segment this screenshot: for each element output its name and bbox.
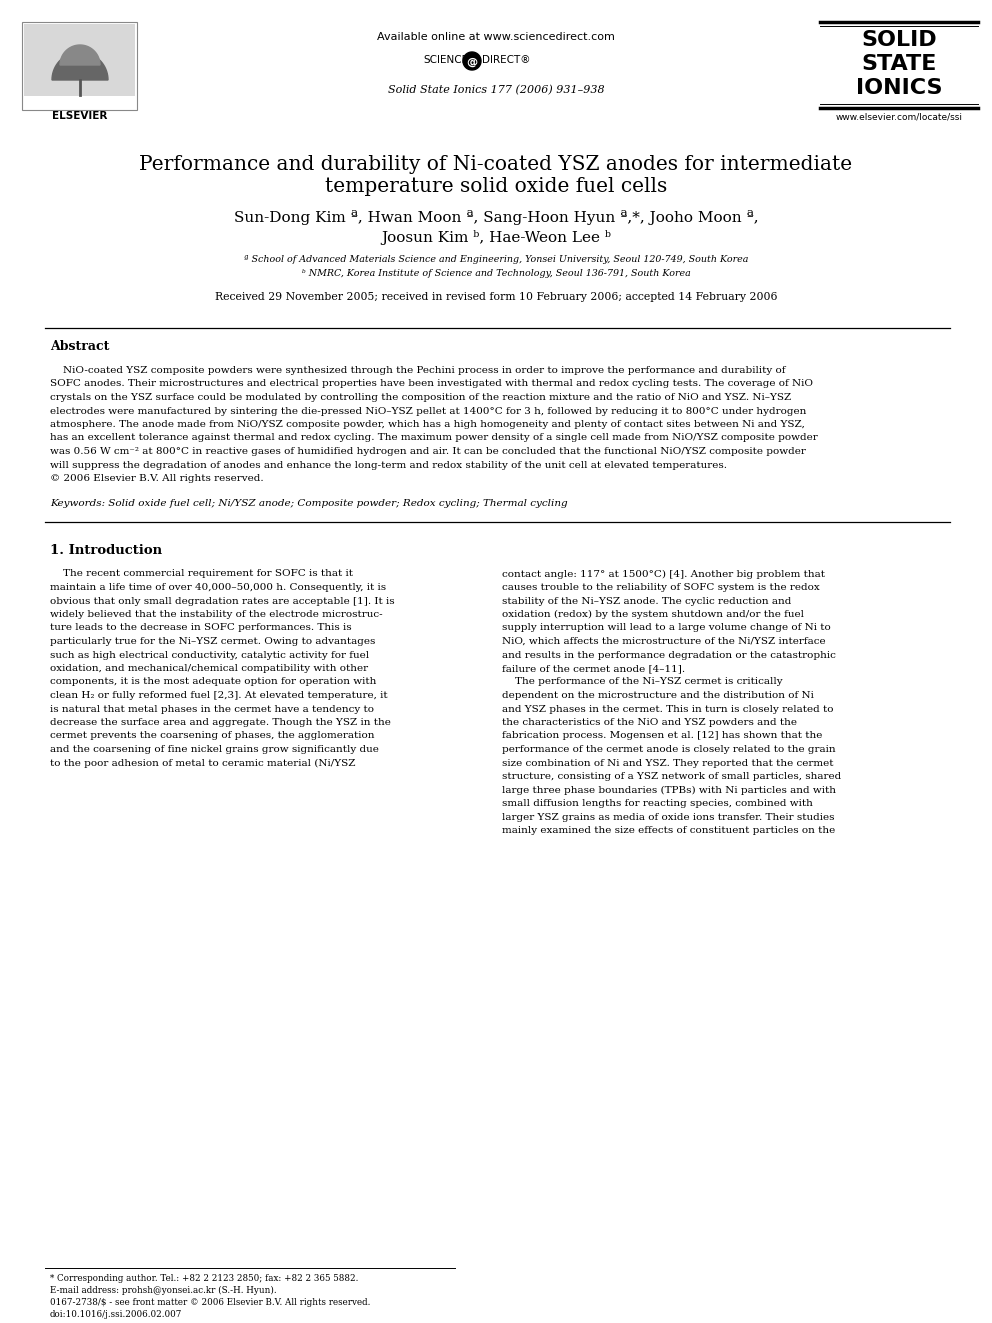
Text: the characteristics of the NiO and YSZ powders and the: the characteristics of the NiO and YSZ p… [502, 718, 797, 728]
Text: large three phase boundaries (TPBs) with Ni particles and with: large three phase boundaries (TPBs) with… [502, 786, 836, 795]
Text: Available online at www.sciencedirect.com: Available online at www.sciencedirect.co… [377, 32, 615, 42]
Text: oxidation (redox) by the system shutdown and/or the fuel: oxidation (redox) by the system shutdown… [502, 610, 804, 619]
Text: dependent on the microstructure and the distribution of Ni: dependent on the microstructure and the … [502, 691, 813, 700]
Text: Abstract: Abstract [50, 340, 109, 353]
Text: www.elsevier.com/locate/ssi: www.elsevier.com/locate/ssi [835, 112, 962, 120]
Bar [24, 24, 135, 97]
Text: larger YSZ grains as media of oxide ions transfer. Their studies: larger YSZ grains as media of oxide ions… [502, 812, 834, 822]
Text: decrease the surface area and aggregate. Though the YSZ in the: decrease the surface area and aggregate.… [50, 718, 391, 728]
Polygon shape [463, 52, 481, 70]
Text: failure of the cermet anode [4–11].: failure of the cermet anode [4–11]. [502, 664, 685, 673]
Text: IONICS: IONICS [856, 78, 942, 98]
Text: The performance of the Ni–YSZ cermet is critically: The performance of the Ni–YSZ cermet is … [502, 677, 783, 687]
Text: ELSEVIER: ELSEVIER [53, 111, 108, 120]
Text: stability of the Ni–YSZ anode. The cyclic reduction and: stability of the Ni–YSZ anode. The cycli… [502, 597, 792, 606]
Text: STATE: STATE [861, 54, 936, 74]
Text: Joosun Kim ᵇ, Hae-Weon Lee ᵇ: Joosun Kim ᵇ, Hae-Weon Lee ᵇ [381, 230, 611, 245]
Text: was 0.56 W cm⁻² at 800°C in reactive gases of humidified hydrogen and air. It ca: was 0.56 W cm⁻² at 800°C in reactive gas… [50, 447, 806, 456]
Text: Sun-Dong Kim ª, Hwan Moon ª, Sang-Hoon Hyun ª,*, Jooho Moon ª,: Sun-Dong Kim ª, Hwan Moon ª, Sang-Hoon H… [234, 210, 758, 225]
Text: Solid oxide fuel cell; Ni/YSZ anode; Composite powder; Redox cycling; Thermal cy: Solid oxide fuel cell; Ni/YSZ anode; Com… [105, 500, 567, 508]
Text: to the poor adhesion of metal to ceramic material (Ni/YSZ: to the poor adhesion of metal to ceramic… [50, 758, 355, 767]
Text: will suppress the degradation of anodes and enhance the long-term and redox stab: will suppress the degradation of anodes … [50, 460, 727, 470]
Bar [22, 22, 137, 110]
Text: doi:10.1016/j.ssi.2006.02.007: doi:10.1016/j.ssi.2006.02.007 [50, 1310, 183, 1319]
Text: size combination of Ni and YSZ. They reported that the cermet: size combination of Ni and YSZ. They rep… [502, 758, 833, 767]
Text: mainly examined the size effects of constituent particles on the: mainly examined the size effects of cons… [502, 826, 835, 835]
Text: Received 29 November 2005; received in revised form 10 February 2006; accepted 1: Received 29 November 2005; received in r… [214, 292, 778, 302]
Text: components, it is the most adequate option for operation with: components, it is the most adequate opti… [50, 677, 376, 687]
Text: @: @ [466, 57, 477, 67]
Text: Performance and durability of Ni-coated YSZ anodes for intermediate: Performance and durability of Ni-coated … [140, 155, 852, 175]
Text: clean H₂ or fully reformed fuel [2,3]. At elevated temperature, it: clean H₂ or fully reformed fuel [2,3]. A… [50, 691, 388, 700]
Text: and results in the performance degradation or the catastrophic: and results in the performance degradati… [502, 651, 836, 659]
Text: E-mail address: prohsh@yonsei.ac.kr (S.-H. Hyun).: E-mail address: prohsh@yonsei.ac.kr (S.-… [50, 1286, 277, 1295]
Text: temperature solid oxide fuel cells: temperature solid oxide fuel cells [324, 177, 668, 196]
Polygon shape [52, 52, 108, 79]
Text: 0167-2738/$ - see front matter © 2006 Elsevier B.V. All rights reserved.: 0167-2738/$ - see front matter © 2006 El… [50, 1298, 370, 1307]
Text: contact angle: 117° at 1500°C) [4]. Another big problem that: contact angle: 117° at 1500°C) [4]. Anot… [502, 569, 825, 578]
Text: causes trouble to the reliability of SOFC system is the redox: causes trouble to the reliability of SOF… [502, 583, 819, 591]
Text: ture leads to the decrease in SOFC performances. This is: ture leads to the decrease in SOFC perfo… [50, 623, 351, 632]
Text: 1. Introduction: 1. Introduction [50, 544, 162, 557]
Text: The recent commercial requirement for SOFC is that it: The recent commercial requirement for SO… [50, 569, 353, 578]
Text: ª School of Advanced Materials Science and Engineering, Yonsei University, Seoul: ª School of Advanced Materials Science a… [244, 255, 748, 265]
Text: * Corresponding author. Tel.: +82 2 2123 2850; fax: +82 2 365 5882.: * Corresponding author. Tel.: +82 2 2123… [50, 1274, 358, 1283]
Text: is natural that metal phases in the cermet have a tendency to: is natural that metal phases in the cerm… [50, 705, 374, 713]
Text: crystals on the YSZ surface could be modulated by controlling the composition of: crystals on the YSZ surface could be mod… [50, 393, 792, 402]
Text: Keywords:: Keywords: [50, 500, 105, 508]
Text: SOLID: SOLID [861, 30, 936, 50]
Text: Solid State Ionics 177 (2006) 931–938: Solid State Ionics 177 (2006) 931–938 [388, 85, 604, 95]
Polygon shape [60, 45, 100, 65]
Text: cermet prevents the coarsening of phases, the agglomeration: cermet prevents the coarsening of phases… [50, 732, 375, 741]
Text: DIRECT®: DIRECT® [482, 56, 531, 65]
Text: supply interruption will lead to a large volume change of Ni to: supply interruption will lead to a large… [502, 623, 830, 632]
Text: and the coarsening of fine nickel grains grow significantly due: and the coarsening of fine nickel grains… [50, 745, 379, 754]
Text: atmosphere. The anode made from NiO/YSZ composite powder, which has a high homog: atmosphere. The anode made from NiO/YSZ … [50, 419, 805, 429]
Text: ᵇ NMRC, Korea Institute of Science and Technology, Seoul 136-791, South Korea: ᵇ NMRC, Korea Institute of Science and T… [302, 269, 690, 278]
Text: SCIENCE: SCIENCE [423, 56, 468, 65]
Text: obvious that only small degradation rates are acceptable [1]. It is: obvious that only small degradation rate… [50, 597, 395, 606]
Text: NiO-coated YSZ composite powders were synthesized through the Pechini process in: NiO-coated YSZ composite powders were sy… [50, 366, 786, 374]
Text: SOFC anodes. Their microstructures and electrical properties have been investiga: SOFC anodes. Their microstructures and e… [50, 380, 813, 389]
Text: widely believed that the instability of the electrode microstruc-: widely believed that the instability of … [50, 610, 383, 619]
Text: particularly true for the Ni–YSZ cermet. Owing to advantages: particularly true for the Ni–YSZ cermet.… [50, 636, 375, 646]
Text: small diffusion lengths for reacting species, combined with: small diffusion lengths for reacting spe… [502, 799, 812, 808]
Text: fabrication process. Mogensen et al. [12] has shown that the: fabrication process. Mogensen et al. [12… [502, 732, 822, 741]
Text: such as high electrical conductivity, catalytic activity for fuel: such as high electrical conductivity, ca… [50, 651, 369, 659]
Text: NiO, which affects the microstructure of the Ni/YSZ interface: NiO, which affects the microstructure of… [502, 636, 825, 646]
Text: oxidation, and mechanical/chemical compatibility with other: oxidation, and mechanical/chemical compa… [50, 664, 368, 673]
Text: performance of the cermet anode is closely related to the grain: performance of the cermet anode is close… [502, 745, 835, 754]
Text: maintain a life time of over 40,000–50,000 h. Consequently, it is: maintain a life time of over 40,000–50,0… [50, 583, 386, 591]
Text: and YSZ phases in the cermet. This in turn is closely related to: and YSZ phases in the cermet. This in tu… [502, 705, 833, 713]
Text: electrodes were manufactured by sintering the die-pressed NiO–YSZ pellet at 1400: electrodes were manufactured by sinterin… [50, 406, 806, 415]
Text: © 2006 Elsevier B.V. All rights reserved.: © 2006 Elsevier B.V. All rights reserved… [50, 474, 264, 483]
Text: structure, consisting of a YSZ network of small particles, shared: structure, consisting of a YSZ network o… [502, 773, 841, 781]
Text: has an excellent tolerance against thermal and redox cycling. The maximum power : has an excellent tolerance against therm… [50, 434, 817, 442]
